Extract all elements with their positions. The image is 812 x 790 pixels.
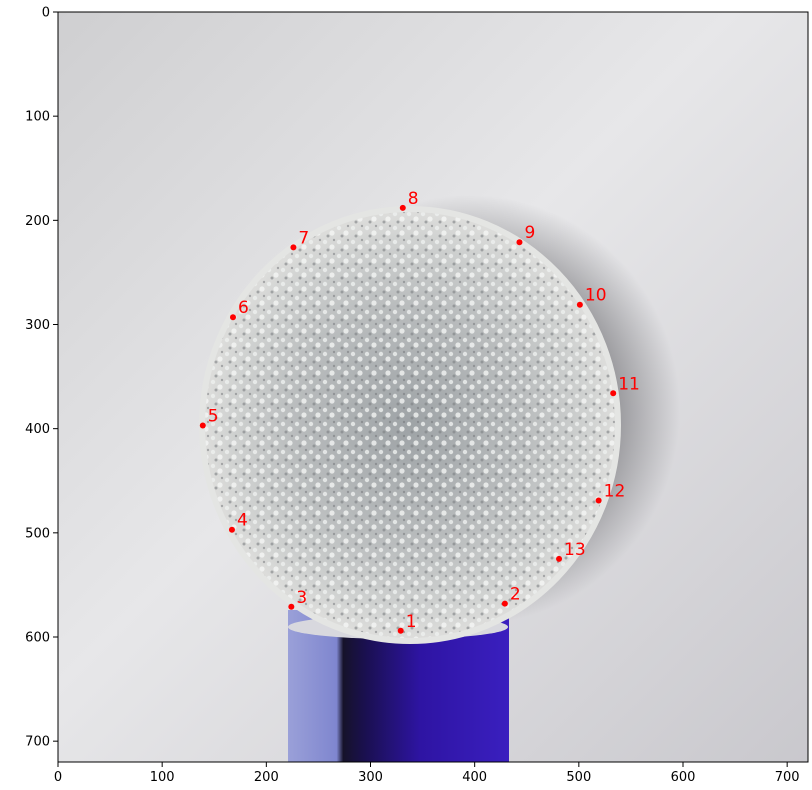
y-tick-label: 600 (25, 631, 50, 646)
keypoint-label: 5 (208, 407, 219, 427)
keypoint-label: 10 (585, 286, 607, 306)
crystal-ball-glitter (202, 209, 618, 641)
keypoint-label: 8 (408, 189, 419, 209)
x-tick-label: 500 (566, 770, 591, 785)
keypoint-marker (230, 314, 236, 321)
keypoint-marker (556, 555, 563, 562)
keypoint-marker (290, 244, 297, 251)
keypoint-marker (199, 422, 206, 429)
y-tick-label: 400 (25, 422, 50, 437)
y-tick-label: 0 (42, 6, 50, 21)
axes-frame (57, 11, 809, 763)
x-tick-label: 300 (358, 770, 383, 785)
keypoint-label: 4 (237, 511, 248, 531)
keypoint-label: 2 (510, 585, 521, 605)
x-axis-ticks: 0 100 200 300 400 500 600 700 (54, 762, 800, 785)
y-tick-label: 500 (25, 526, 50, 541)
x-tick-label: 200 (254, 770, 279, 785)
keypoint-label: 13 (564, 540, 586, 560)
photo (58, 12, 808, 762)
keypoint-marker (399, 204, 406, 211)
y-tick-label: 200 (25, 214, 50, 229)
keypoint-marker (228, 526, 235, 533)
keypoint-label: 7 (298, 228, 309, 248)
y-tick-label: 100 (25, 110, 50, 125)
keypoint-marker (576, 301, 583, 308)
keypoint-marker (516, 239, 523, 246)
y-tick-label: 300 (25, 318, 50, 333)
y-tick-label: 700 (25, 735, 50, 750)
keypoint-marker (501, 600, 508, 607)
keypoint-marker (610, 390, 617, 397)
keypoint-label: 11 (618, 374, 640, 394)
keypoint-label: 12 (604, 482, 626, 502)
keypoint-label: 3 (296, 588, 307, 608)
x-tick-label: 400 (462, 770, 487, 785)
x-tick-label: 0 (54, 770, 62, 785)
keypoint-label: 1 (406, 612, 417, 632)
keypoint-marker (397, 627, 404, 634)
keypoint-label: 6 (238, 298, 249, 318)
keypoint-label: 9 (524, 223, 535, 243)
y-axis-ticks: 0 100 200 300 400 500 600 700 (25, 6, 58, 750)
keypoint-marker (288, 603, 295, 610)
x-tick-label: 600 (671, 770, 696, 785)
keypoint-marker (595, 497, 602, 504)
x-tick-label: 100 (150, 770, 175, 785)
x-tick-label: 700 (775, 770, 800, 785)
